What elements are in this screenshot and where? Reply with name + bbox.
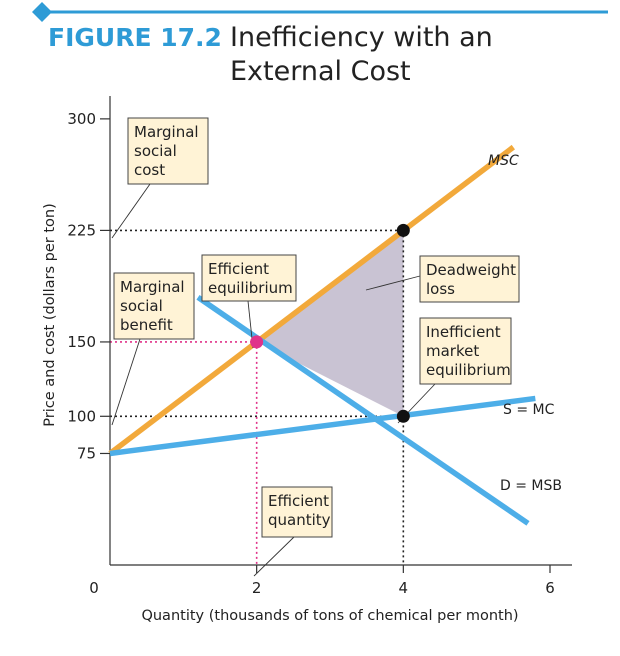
header-rule — [32, 2, 608, 22]
y-axis-label: Price and cost (dollars per ton) — [42, 203, 58, 426]
diamond-icon — [32, 2, 52, 22]
annotation-boxes-layer: MarginalsocialcostEfficientequilibriumMa… — [113, 117, 520, 538]
marginal-social-benefit-box-text: social — [120, 297, 163, 315]
deadweight-loss-leader-line — [365, 275, 421, 291]
y-tick-label: 300 — [67, 110, 96, 128]
marginal-social-benefit-leader-line — [111, 338, 141, 426]
point-efficient — [250, 335, 264, 349]
tick-labels-layer: 300 225 150 100 75 0 2 4 6 — [67, 110, 554, 597]
deadweight-loss-region-layer — [256, 230, 404, 417]
x-tick-label: 2 — [252, 579, 262, 597]
x-tick-label: 0 — [89, 579, 99, 597]
y-tick-label: 225 — [67, 221, 96, 239]
marginal-social-cost-box-bg — [127, 117, 209, 185]
efficient-quantity-box-bg — [261, 486, 333, 538]
marginal-social-cost-box-text: social — [134, 142, 177, 160]
y-tick-label: 100 — [67, 407, 96, 425]
inefficient-market-equilibrium-box-text: equilibrium — [426, 361, 511, 379]
curve-label: D = MSB — [500, 478, 562, 494]
deadweight-loss-box-bg — [419, 255, 520, 303]
deadweight-loss-box-text: loss — [426, 280, 455, 298]
series-layer — [108, 144, 536, 526]
figure-title-line1: Inefficiency with an — [230, 22, 493, 53]
points-layer — [250, 223, 410, 423]
series-line-s-mc — [109, 395, 536, 457]
curve-labels-layer: MSC S = MC D = MSB — [488, 153, 562, 494]
series-line-d-msb — [196, 295, 530, 526]
deadweight-loss-box-text: Deadweight — [426, 261, 516, 279]
x-axis-label: Quantity (thousands of tons of chemical … — [141, 608, 518, 624]
x-tick-label: 6 — [545, 579, 555, 597]
figure-number: FIGURE 17.2 — [48, 23, 222, 52]
curve-label: MSC — [488, 153, 519, 169]
axes-layer — [109, 96, 572, 566]
marginal-social-cost-box-text: cost — [134, 161, 165, 179]
efficient-quantity-box-text: Efficient — [268, 492, 329, 510]
y-tick-label: 150 — [67, 333, 96, 351]
efficient-equilibrium-box-text: equilibrium — [208, 279, 293, 297]
marginal-social-cost-leader-line — [111, 183, 151, 239]
efficient-equilibrium-box-text: Efficient — [208, 260, 269, 278]
inefficient-market-equilibrium-box-bg — [419, 317, 512, 385]
inefficient-market-equilibrium-box-text: market — [426, 342, 479, 360]
guide-lines-layer — [110, 229, 405, 565]
y-tick-label: 75 — [77, 444, 96, 462]
x-tick-label: 4 — [399, 579, 409, 597]
efficient-equilibrium-box-bg — [201, 254, 297, 302]
inefficient-market-equilibrium-box-text: Inefficient — [426, 323, 501, 341]
efficient-quantity-leader-line — [253, 536, 295, 577]
deadweight-loss-area — [256, 230, 404, 417]
figure-title-line2: External Cost — [230, 56, 411, 87]
curve-label: S = MC — [503, 402, 555, 418]
point-market — [396, 409, 410, 423]
efficient-quantity-box-text: quantity — [268, 511, 331, 529]
marginal-social-cost-box-text: Marginal — [134, 123, 199, 141]
point-msc-at-market — [396, 223, 410, 237]
series-line-msc — [108, 144, 515, 456]
marginal-social-benefit-box-bg — [113, 272, 195, 340]
marginal-social-benefit-box-text: benefit — [120, 316, 173, 334]
marginal-social-benefit-box-text: Marginal — [120, 278, 185, 296]
